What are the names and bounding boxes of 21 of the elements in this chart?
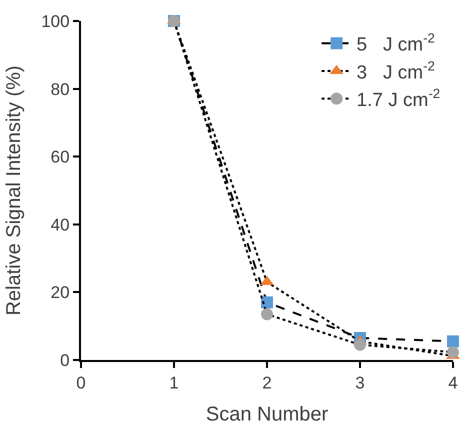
- legend-label: 3 J cm$^{-2}$: [356, 58, 435, 84]
- x-axis-title: Scan Number: [206, 403, 328, 426]
- legend-label: 1.7 J cm$^{-2}$: [356, 86, 440, 112]
- y-tick-label: 80: [50, 80, 70, 99]
- y-axis-title: Relative Signal Intensity (%): [3, 65, 26, 316]
- y-tick-label: 100: [41, 12, 70, 31]
- x-tick-label: 0: [76, 373, 86, 392]
- x-tick-label: 1: [169, 373, 179, 392]
- y-tick-label: 0: [60, 350, 70, 370]
- point: [261, 296, 273, 308]
- x-tick-label: 2: [262, 373, 272, 392]
- x-tick-label: 4: [448, 373, 458, 392]
- y-tick-label: 40: [50, 215, 70, 234]
- y-tick-label: 20: [50, 283, 70, 302]
- point: [447, 346, 459, 358]
- x-tick-label: 3: [355, 373, 365, 392]
- y-tick-label: 60: [50, 148, 70, 167]
- legend-label: 5 J cm$^{-2}$: [356, 30, 435, 56]
- point: [261, 308, 273, 320]
- point: [447, 335, 459, 348]
- point: [354, 338, 366, 351]
